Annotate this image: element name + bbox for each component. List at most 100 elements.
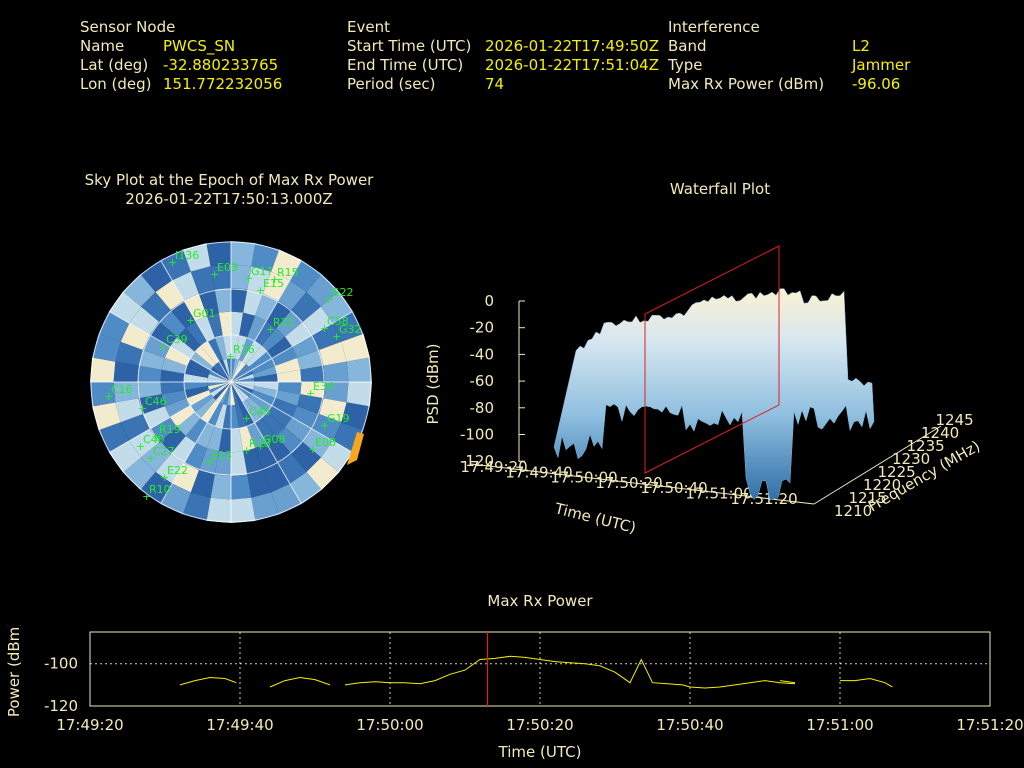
sky-sector bbox=[213, 364, 231, 382]
sky-sector bbox=[246, 346, 267, 367]
sky-sector bbox=[285, 417, 313, 443]
sky-sector bbox=[231, 382, 255, 387]
satellite-label: C39 bbox=[166, 333, 188, 346]
z-tick-label: -40 bbox=[470, 345, 495, 363]
sky-sector bbox=[249, 393, 272, 413]
sky-sector bbox=[206, 426, 223, 452]
sky-sector bbox=[254, 418, 277, 444]
sky-sector bbox=[149, 417, 177, 443]
satellite-label: R18 bbox=[249, 437, 271, 450]
sky-sector bbox=[251, 492, 280, 521]
waterfall-plot: 0-20-40-60-80-100-120 17:49:2017:49:4017… bbox=[424, 245, 983, 537]
x-tick-label: 17:50:00 bbox=[550, 469, 617, 487]
interference-band-value: L2 bbox=[852, 37, 870, 55]
sky-sector bbox=[242, 400, 262, 423]
sky-sector bbox=[341, 333, 370, 362]
satellite-label: G19 bbox=[327, 412, 350, 425]
satellite-label: G32 bbox=[339, 323, 362, 336]
x-tick-label: 17:51:00 bbox=[806, 716, 873, 734]
waterfall-x-ticks: 17:49:2017:49:4017:50:0017:50:2017:50:40… bbox=[460, 458, 797, 508]
svg-text:+: + bbox=[142, 490, 151, 503]
x-tick-label: 17:49:40 bbox=[505, 463, 572, 481]
sky-sector bbox=[303, 429, 333, 458]
sky-sector bbox=[210, 474, 231, 500]
sky-sector bbox=[137, 365, 162, 382]
waterfall-title: Waterfall Plot bbox=[669, 180, 771, 198]
x-tick-label: 17:50:20 bbox=[595, 474, 662, 492]
sky-sector bbox=[90, 382, 116, 407]
interference-heading: Interference bbox=[668, 18, 760, 36]
sky-sector bbox=[161, 390, 187, 407]
power-line-segment bbox=[179, 676, 237, 686]
satellite-label: C40 bbox=[143, 433, 165, 446]
satellite-label: C46 bbox=[145, 395, 167, 408]
sky-sector bbox=[319, 398, 347, 423]
waterfall-surface bbox=[553, 288, 875, 501]
svg-text:+: + bbox=[324, 293, 333, 306]
satellite-marker: +R10 bbox=[142, 483, 171, 503]
chart-series bbox=[179, 655, 893, 689]
sky-plot-subtitle: 2026-01-22T17:50:13.000Z bbox=[125, 190, 333, 208]
sky-sector bbox=[306, 457, 339, 490]
interference-type-value: Jammer bbox=[852, 56, 911, 74]
svg-text:+: + bbox=[266, 323, 275, 336]
sky-sector bbox=[292, 335, 320, 358]
sky-sector bbox=[291, 442, 321, 472]
sky-sector bbox=[120, 323, 150, 350]
x-tick-label: 17:51:20 bbox=[956, 716, 1023, 734]
sky-sector bbox=[251, 243, 280, 272]
sky-sector bbox=[159, 427, 186, 454]
sky-sector bbox=[261, 412, 285, 436]
sky-sector bbox=[142, 335, 170, 358]
sky-sector bbox=[243, 289, 264, 316]
satellite-label: E34 bbox=[313, 380, 334, 393]
x-tick-label: 17:50:00 bbox=[356, 716, 423, 734]
sky-sector bbox=[184, 365, 209, 378]
x-tick-label: 17:51:00 bbox=[685, 485, 752, 503]
sky-sector bbox=[206, 241, 231, 267]
z-tick-label: -20 bbox=[470, 319, 495, 337]
sky-sector bbox=[184, 382, 208, 391]
sky-sector bbox=[155, 280, 184, 310]
chart-x-label: Time (UTC) bbox=[498, 743, 582, 761]
chart-title: Max Rx Power bbox=[487, 592, 593, 610]
y-tick-label: 1230 bbox=[892, 450, 930, 468]
satellite-marker: +G1? bbox=[244, 265, 273, 285]
satellite-marker: +C16 bbox=[104, 383, 133, 403]
sky-sector bbox=[276, 427, 303, 454]
satellite-marker: +E15 bbox=[256, 277, 284, 297]
sky-sector bbox=[246, 397, 267, 418]
sky-sector bbox=[297, 394, 324, 415]
sky-sector bbox=[186, 358, 211, 374]
event-heading: Event bbox=[347, 18, 390, 36]
svg-text:+: + bbox=[168, 256, 177, 269]
event-start-value: 2026-01-22T17:49:50Z bbox=[485, 37, 659, 55]
satellite-label: E03 bbox=[217, 261, 238, 274]
power-line-segment bbox=[779, 680, 796, 684]
sensor-name-value: PWCS_SN bbox=[163, 37, 236, 55]
svg-text:+: + bbox=[270, 273, 279, 286]
satellite-label: E08 bbox=[315, 436, 336, 449]
satellite-marker: +C46 bbox=[138, 395, 167, 415]
sky-sector bbox=[231, 358, 236, 382]
y-tick-label: 1210 bbox=[834, 502, 872, 520]
svg-text:+: + bbox=[146, 452, 155, 465]
satellite-label: C58 bbox=[327, 315, 349, 328]
sky-sector bbox=[115, 341, 143, 366]
svg-text:+: + bbox=[244, 272, 253, 285]
sky-sector bbox=[177, 412, 201, 436]
satellite-marker: +C27 bbox=[146, 445, 175, 465]
sky-plot: +I136+E03+G1?+R15+G22+E15+C58+G32+R21+C3… bbox=[90, 241, 372, 523]
chart-y-ticks: -100 -120 bbox=[44, 655, 78, 715]
sky-sector bbox=[215, 361, 231, 382]
sensor-heading: Sensor Node bbox=[80, 18, 176, 36]
sky-sector bbox=[267, 405, 293, 428]
sky-sector bbox=[190, 393, 213, 413]
sky-sector bbox=[341, 402, 370, 431]
svg-text:+: + bbox=[186, 314, 195, 327]
satellite-label: G01 bbox=[193, 307, 216, 320]
sky-sector bbox=[108, 440, 141, 473]
sky-sector bbox=[222, 335, 231, 359]
sensor-lat-value: -32.880233765 bbox=[163, 56, 279, 74]
sky-sector bbox=[198, 448, 219, 475]
